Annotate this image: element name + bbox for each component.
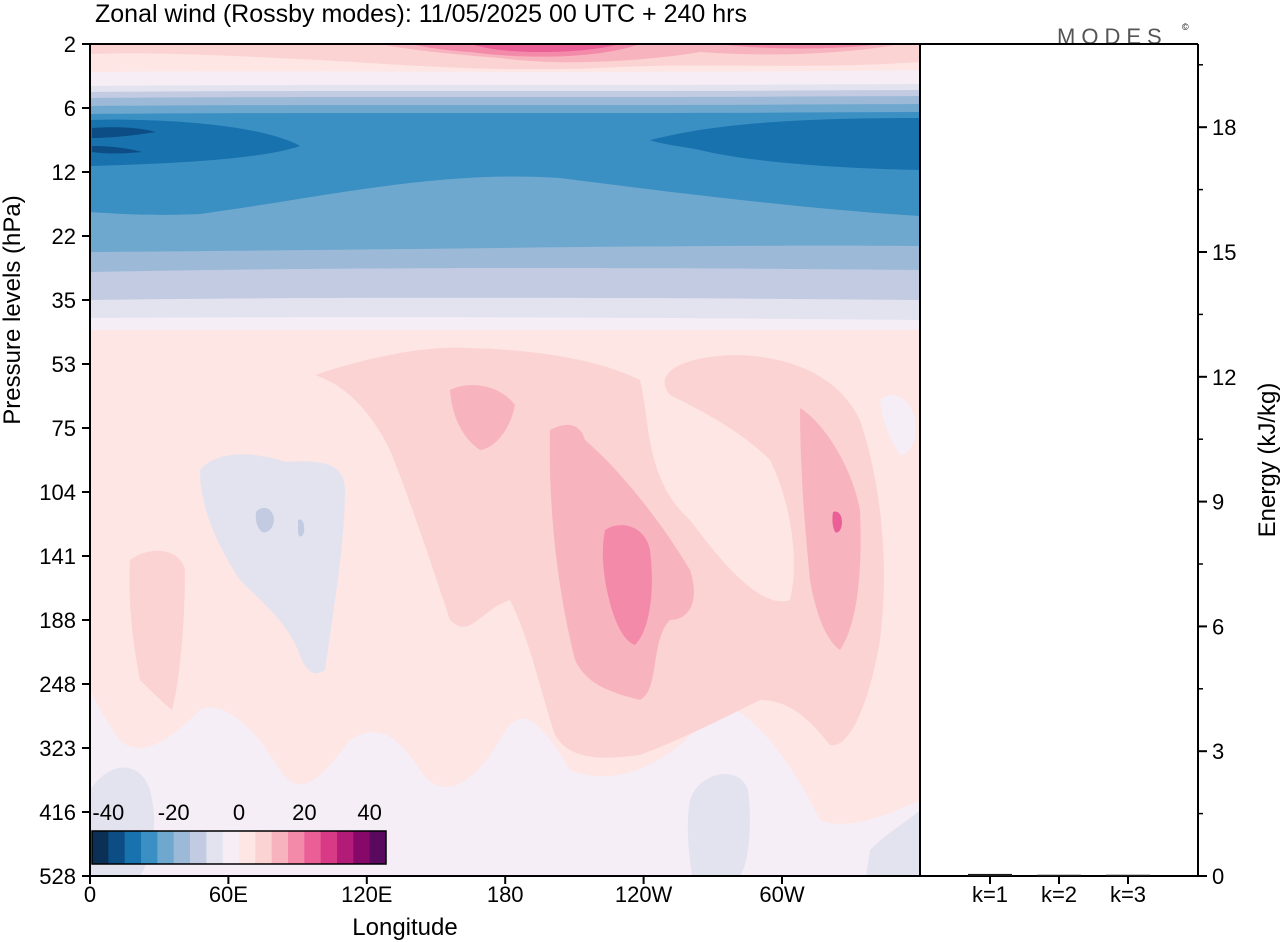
colorbar-tick-label: 20 [292,800,316,825]
modes-logo-mark: © [1182,22,1189,32]
colorbar-tick-label: -40 [92,800,124,825]
energy-y-tick-label: 3 [1212,739,1224,764]
colorbar-swatch [206,831,224,864]
y-tick-label: 75 [52,416,76,441]
colorbar: -40 -20 0 20 40 [91,800,387,865]
neutral-patch [880,395,916,455]
colorbar-swatch [271,831,289,864]
energy-y-tick-label: 12 [1212,365,1236,390]
colorbar-swatch [141,831,158,864]
colorbar-swatch [337,831,354,864]
heatmap-axes: 0 60E 120E 180 120W 60W 2 6 12 22 35 53 75 104 141 188 2… [0,32,921,941]
colorbar-swatch [173,831,191,864]
colorbar-tick-label: 40 [357,800,381,825]
y-tick-label: 141 [39,544,76,569]
contour-field [90,44,920,876]
colorbar-swatch [288,831,305,864]
x-tick-label: 60W [759,882,804,907]
neg-patch-3 [866,810,920,876]
y-tick-label: 12 [52,160,76,185]
colorbar-swatch [124,831,142,864]
y-tick-label: 323 [39,736,76,761]
colorbar-swatch [190,831,207,864]
colorbar-swatch [255,831,273,864]
white-band [90,70,920,86]
y-tick-label: 248 [39,672,76,697]
colorbar-swatch [320,831,338,864]
energy-bar [1037,874,1081,877]
pos-core [602,525,652,645]
energy-category-label: k=2 [1041,882,1077,907]
colorbar-swatch [108,831,126,864]
x-tick-label: 180 [487,882,524,907]
neg-patch-1-core-2 [298,519,305,537]
pos-blob-1 [450,385,515,450]
colorbar-swatch [222,831,240,864]
colorbar-swatch [369,831,387,864]
energy-axis-label: Energy (kJ/kg) [1254,383,1280,538]
colorbar-tick-label: -20 [158,800,190,825]
energy-category-label: k=3 [1110,882,1146,907]
colorbar-swatch [353,831,371,864]
x-axis-label: Longitude [352,914,457,941]
colorbar-swatch [92,831,109,864]
y-tick-label: 104 [39,480,76,505]
energy-bar [1106,874,1150,877]
energy-axes: 0 3 6 9 12 15 18 Energy (kJ/kg) [920,43,1280,889]
neg-patch-1-core [255,507,274,533]
x-tick-label: 0 [84,882,96,907]
neg-core-east [650,118,920,170]
modes-logo: MODES [1057,24,1168,49]
pos-blob-west [129,550,185,710]
x-tick-label: 120W [615,882,673,907]
y-tick-label: 53 [52,352,76,377]
neg-patch-1 [200,454,345,674]
neg-core-west-inner [92,127,156,138]
chart-title: Zonal wind (Rossby modes): 11/05/2025 00… [95,0,747,28]
colorbar-tick-label: 0 [233,800,245,825]
energy-bars: k=1 k=2 k=3 [968,873,1150,907]
top-band-5 [470,44,620,52]
energy-y-tick-label: 18 [1212,115,1236,140]
colorbar-swatch [304,831,322,864]
y-tick-label: 528 [39,864,76,889]
y-tick-label: 188 [39,608,76,633]
colorbar-swatch [157,831,175,864]
colorbar-swatch [239,831,256,864]
x-tick-label: 60E [209,882,248,907]
colorbar-frame [91,830,387,865]
y-tick-label: 35 [52,288,76,313]
y-tick-label: 416 [39,800,76,825]
x-tick-label: 120E [341,882,392,907]
energy-y-tick-label: 15 [1212,240,1236,265]
energy-y-tick-label: 0 [1212,864,1224,889]
energy-bar [968,873,1012,876]
energy-y-tick-label: 9 [1212,490,1224,515]
y-tick-label: 6 [64,96,76,121]
energy-category-label: k=1 [972,882,1008,907]
energy-y-tick-label: 6 [1212,614,1224,639]
pos-core-east [832,511,842,533]
pos-blob-3 [800,408,861,650]
y-tick-label: 22 [52,224,76,249]
y-tick-label: 2 [64,32,76,57]
y-axis-label: Pressure levels (hPa) [0,195,26,424]
neg-patch-2 [687,773,750,876]
neg-core-west-inner-2 [92,146,142,154]
